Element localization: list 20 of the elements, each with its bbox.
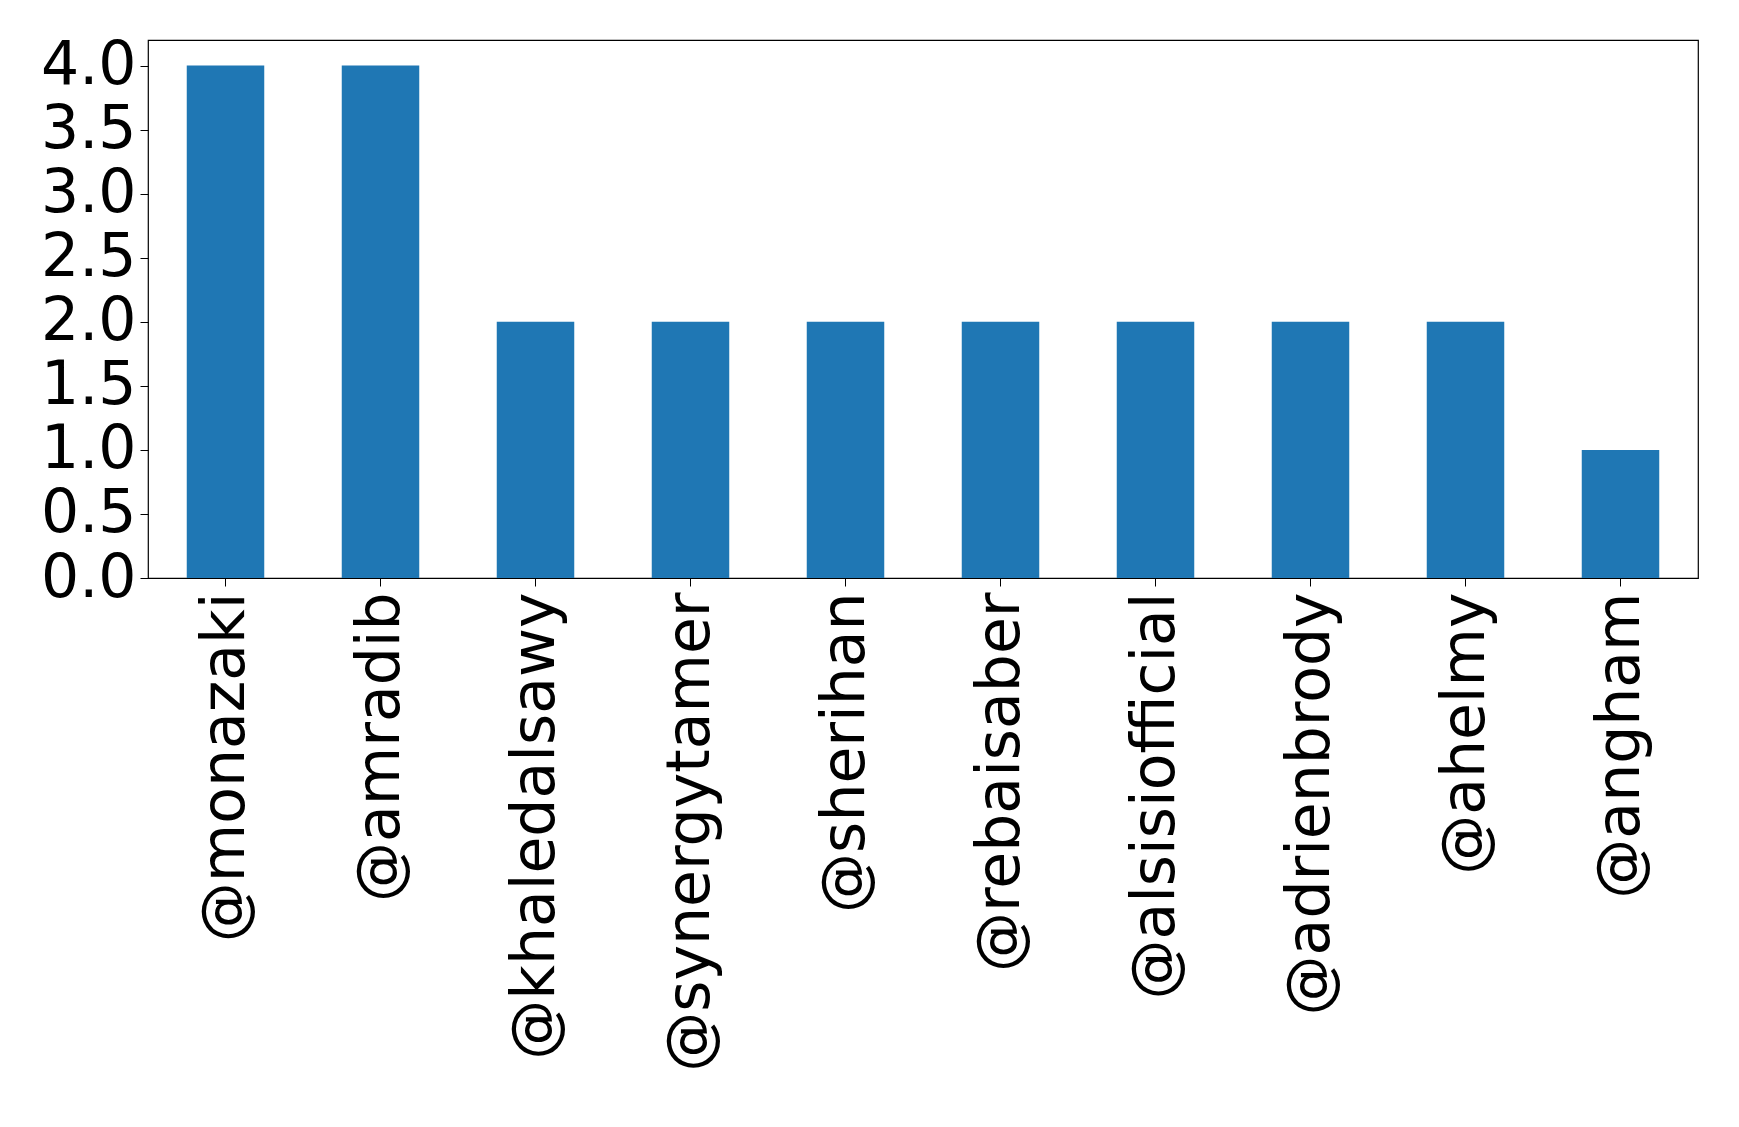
x-tick-label: @synergytamer: [652, 592, 723, 1072]
bar: [496, 321, 575, 578]
bar: [961, 321, 1040, 578]
x-tick-label: @khaledalsawy: [497, 592, 568, 1060]
x-tick-label: @amradib: [342, 592, 413, 902]
bar: [186, 65, 265, 578]
x-tick-label: @alsisiofficial: [1117, 592, 1188, 1000]
bar: [1581, 449, 1660, 578]
bar: [1426, 321, 1505, 578]
bar: [1116, 321, 1195, 578]
x-tick-label: @rebaisaber: [962, 592, 1033, 972]
bar: [1271, 321, 1350, 578]
bar: [341, 65, 420, 578]
x-tick-label: @angham: [1582, 592, 1653, 899]
x-tick-label: @sherihan: [807, 592, 878, 913]
bar: [651, 321, 730, 578]
x-tick-label: @adrienbrody: [1272, 592, 1343, 1016]
bar: [806, 321, 885, 578]
x-tick-label: @monazaki: [187, 592, 258, 943]
x-tick-label: @ahelmy: [1427, 592, 1498, 875]
